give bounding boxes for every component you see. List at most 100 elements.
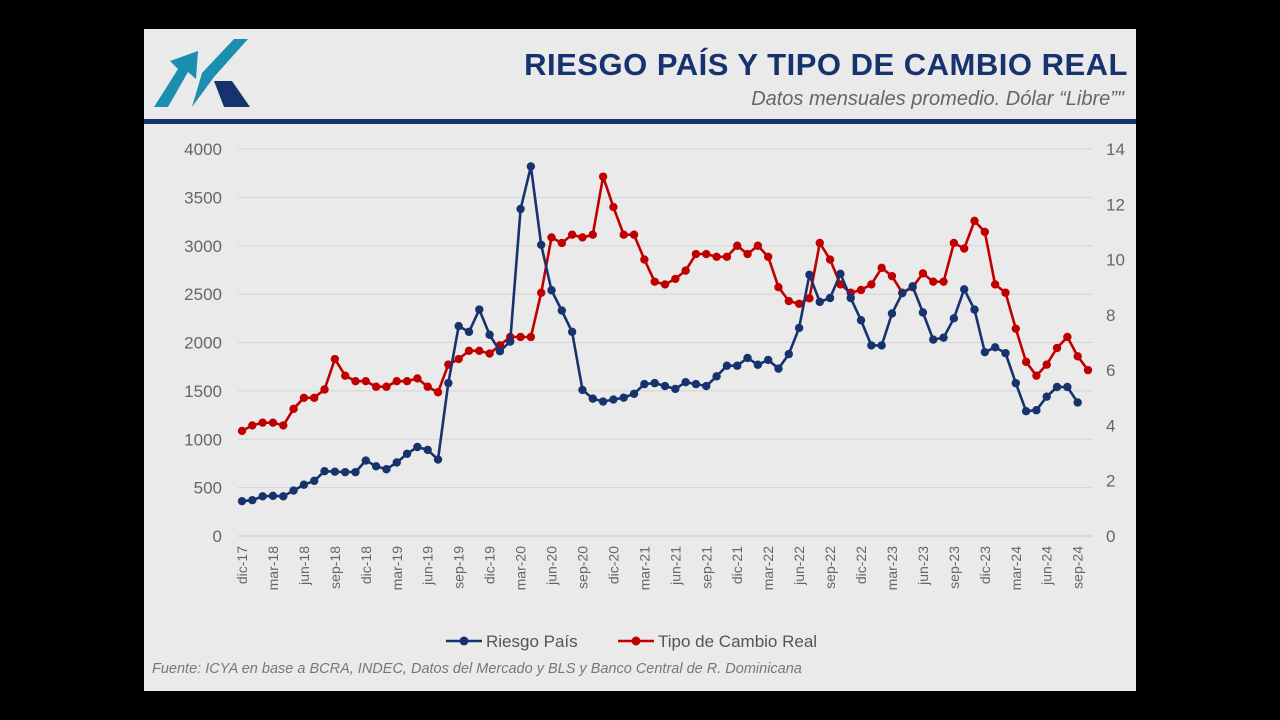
tipo-de-cambio-real-point bbox=[279, 421, 288, 430]
tipo-de-cambio-real-point bbox=[609, 202, 618, 212]
riesgo-pais-point bbox=[846, 293, 855, 303]
x-tick-label: mar-22 bbox=[760, 546, 776, 591]
riesgo-pais-point bbox=[825, 293, 835, 303]
tipo-de-cambio-real-point bbox=[918, 269, 928, 278]
riesgo-pais-point bbox=[557, 306, 567, 315]
y-right-tick-label: 4 bbox=[1106, 416, 1115, 435]
tipo-de-cambio-real-point bbox=[402, 377, 412, 386]
x-tick-label: sep-24 bbox=[1070, 546, 1086, 589]
tipo-de-cambio-real-point bbox=[887, 271, 897, 281]
legend-swatch-marker bbox=[459, 636, 469, 646]
y-right-tick-label: 8 bbox=[1106, 306, 1115, 325]
riesgo-pais-point bbox=[763, 355, 773, 365]
riesgo-pais-point bbox=[578, 385, 587, 395]
riesgo-pais-point bbox=[712, 372, 721, 381]
y-left-tick-label: 1000 bbox=[184, 430, 222, 449]
tipo-de-cambio-real-point bbox=[784, 296, 794, 306]
tipo-de-cambio-real-point bbox=[1011, 324, 1020, 333]
tipo-de-cambio-real-point bbox=[299, 393, 309, 402]
y-right-tick-label: 10 bbox=[1106, 251, 1125, 270]
x-tick-label: dic-17 bbox=[234, 546, 250, 584]
tipo-de-cambio-real-point bbox=[1001, 288, 1010, 297]
x-tick-label: dic-21 bbox=[729, 546, 745, 584]
riesgo-pais-point bbox=[959, 285, 969, 294]
y-left-tick-label: 3500 bbox=[184, 188, 222, 207]
logo-k-lower bbox=[214, 81, 250, 107]
riesgo-pais-point bbox=[671, 384, 680, 394]
tipo-de-cambio-real-point bbox=[929, 277, 938, 286]
riesgo-pais-point bbox=[681, 377, 690, 387]
tipo-de-cambio-real-point bbox=[371, 382, 381, 391]
tipo-de-cambio-real-point bbox=[1042, 360, 1051, 369]
riesgo-pais-point bbox=[598, 397, 608, 406]
x-tick-label: mar-18 bbox=[265, 546, 281, 591]
tipo-de-cambio-real-point bbox=[547, 233, 556, 242]
tipo-de-cambio-real-point bbox=[825, 255, 835, 264]
x-axis: dic-17 mar-18 jun-18 sep-18 dic-18 mar-19 jun-… bbox=[234, 546, 1086, 591]
riesgo-pais-point bbox=[536, 240, 546, 249]
x-tick-label: mar-20 bbox=[513, 546, 529, 591]
x-tick-label: jun-22 bbox=[791, 546, 807, 586]
riesgo-pais-point bbox=[898, 288, 907, 298]
header-divider bbox=[144, 119, 1136, 124]
tipo-de-cambio-real-point bbox=[619, 230, 628, 239]
riesgo-pais-point bbox=[887, 309, 897, 318]
tipo-de-cambio-real-point bbox=[1032, 371, 1041, 380]
tipo-de-cambio-real-point bbox=[712, 252, 721, 262]
riesgo-pais-point bbox=[629, 389, 639, 398]
y-left-tick-label: 3000 bbox=[184, 237, 222, 256]
slide: RIESGO PAÍS Y TIPO DE CAMBIO REAL Datos … bbox=[144, 29, 1136, 691]
tipo-de-cambio-real-point bbox=[650, 277, 659, 286]
tipo-de-cambio-real-point bbox=[423, 382, 432, 391]
y-left-tick-label: 500 bbox=[194, 479, 222, 498]
tipo-de-cambio-real-point bbox=[733, 241, 742, 250]
tipo-de-cambio-real-point bbox=[351, 377, 360, 386]
y-right-tick-label: 0 bbox=[1106, 527, 1115, 546]
riesgo-pais-point bbox=[413, 442, 422, 452]
tipo-de-cambio-real-point bbox=[1063, 332, 1072, 342]
tipo-de-cambio-real-point bbox=[413, 374, 422, 383]
riesgo-pais-point bbox=[248, 496, 257, 505]
tipo-de-cambio-real-point bbox=[536, 288, 546, 297]
logo-k-upper bbox=[192, 39, 248, 107]
x-tick-label: jun-18 bbox=[296, 546, 312, 586]
page-subtitle: Datos mensuales promedio. Dólar “Libre”" bbox=[751, 88, 1124, 110]
tipo-de-cambio-real-point bbox=[433, 388, 443, 397]
riesgo-pais-point bbox=[1042, 392, 1051, 401]
tipo-de-cambio-real-point bbox=[382, 382, 391, 391]
x-tick-label: dic-19 bbox=[482, 546, 498, 584]
x-tick-label: jun-21 bbox=[667, 546, 683, 586]
tipo-de-cambio-real-point bbox=[743, 249, 752, 259]
riesgo-pais-point bbox=[918, 308, 928, 317]
riesgo-pais-point bbox=[702, 381, 711, 391]
riesgo-pais-point bbox=[1001, 348, 1010, 358]
y-left-tick-label: 1500 bbox=[184, 382, 222, 401]
tipo-de-cambio-real-point bbox=[1073, 352, 1082, 361]
riesgo-pais-point bbox=[454, 321, 463, 331]
tipo-de-cambio-real-point bbox=[268, 418, 278, 427]
riesgo-pais-point bbox=[640, 379, 649, 389]
riesgo-pais-point bbox=[485, 330, 494, 339]
riesgo-pais-point bbox=[340, 467, 350, 477]
riesgo-pais-point bbox=[289, 486, 298, 495]
tipo-de-cambio-real-point bbox=[485, 349, 494, 358]
x-tick-label: mar-23 bbox=[884, 546, 900, 591]
riesgo-pais-point bbox=[877, 341, 886, 350]
y-axis-right: 0 2 4 6 8 10 12 14 bbox=[1106, 140, 1125, 546]
y-left-tick-label: 4000 bbox=[184, 140, 222, 159]
tipo-de-cambio-real-point bbox=[660, 280, 670, 289]
y-axis-left: 0 500 1000 1500 2000 2500 3000 3500 4000 bbox=[184, 140, 222, 546]
riesgo-pais-point bbox=[320, 466, 329, 476]
riesgo-pais-point bbox=[330, 467, 340, 476]
x-tick-label: sep-22 bbox=[822, 546, 838, 589]
x-tick-label: sep-21 bbox=[698, 546, 714, 589]
x-tick-label: sep-23 bbox=[946, 546, 962, 589]
riesgo-pais-point bbox=[856, 316, 866, 325]
tipo-de-cambio-real-point bbox=[516, 332, 525, 342]
riesgo-pais-point bbox=[1063, 382, 1072, 392]
tipo-de-cambio-real-point bbox=[815, 238, 824, 248]
tipo-de-cambio-real-point bbox=[464, 346, 474, 355]
x-tick-label: mar-19 bbox=[389, 546, 405, 591]
riesgo-pais-point bbox=[464, 327, 474, 337]
y-right-tick-label: 14 bbox=[1106, 140, 1125, 159]
